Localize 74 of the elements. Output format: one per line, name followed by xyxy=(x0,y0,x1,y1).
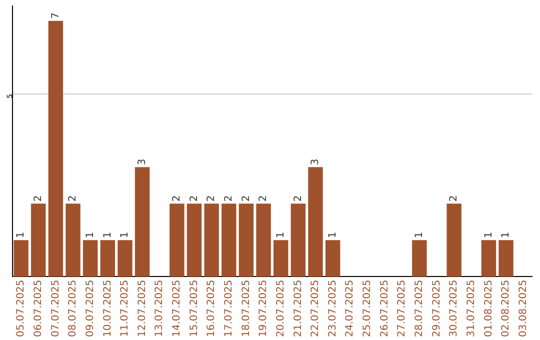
data-label: 1 xyxy=(120,232,131,238)
data-label: 2 xyxy=(223,195,234,202)
data-label: 2 xyxy=(68,195,79,202)
data-label: 2 xyxy=(258,195,270,202)
bar xyxy=(498,240,514,277)
data-label: 1 xyxy=(16,232,27,238)
bar xyxy=(170,204,184,277)
x-tick-label: 01.08.2025 xyxy=(483,280,494,338)
x-tick-label: 28.07.2025 xyxy=(414,280,426,338)
data-label: 1 xyxy=(327,232,338,238)
data-label: 2 xyxy=(188,195,200,202)
x-tick-label: 05.07.2025 xyxy=(16,280,27,338)
bar xyxy=(118,240,132,277)
bar xyxy=(186,204,202,277)
bar xyxy=(256,204,271,277)
x-tick-label: 26.07.2025 xyxy=(379,280,390,338)
x-tick-label: 18.07.2025 xyxy=(240,280,252,338)
x-tick-label: 31.07.2025 xyxy=(466,280,477,338)
x-tick-label: 13.07.2025 xyxy=(154,280,166,338)
data-label: 2 xyxy=(32,195,44,202)
x-tick-label: 03.08.2025 xyxy=(518,280,529,338)
bar xyxy=(274,240,288,277)
data-label: 1 xyxy=(275,232,286,238)
bar xyxy=(290,204,306,277)
data-label: 1 xyxy=(102,232,114,238)
x-tick-label: 17.07.2025 xyxy=(223,280,234,338)
x-tick-label: 07.07.2025 xyxy=(50,280,62,338)
x-tick-label: 12.07.2025 xyxy=(136,280,148,338)
x-tick-label: 08.07.2025 xyxy=(68,280,79,338)
data-label: 2 xyxy=(206,195,218,202)
bar xyxy=(308,167,323,277)
x-tick-label: 14.07.2025 xyxy=(172,280,183,338)
x-tick-label: 09.07.2025 xyxy=(84,280,96,338)
data-label: 1 xyxy=(84,232,96,238)
x-tick-label: 22.07.2025 xyxy=(310,280,322,338)
x-tick-label: 30.07.2025 xyxy=(448,280,460,338)
x-tick-label: 11.07.2025 xyxy=(120,280,131,338)
x-tick-label: 02.08.2025 xyxy=(500,280,512,338)
x-tick-label: 15.07.2025 xyxy=(188,280,200,338)
x-tick-label: 29.07.2025 xyxy=(431,280,442,338)
data-label: 2 xyxy=(240,195,252,202)
bar xyxy=(204,204,219,277)
x-tick-label: 27.07.2025 xyxy=(396,280,408,338)
data-label: 3 xyxy=(310,158,322,166)
x-tick-label: 21.07.2025 xyxy=(292,280,304,338)
data-label: 3 xyxy=(136,158,148,166)
x-tick-label: 23.07.2025 xyxy=(327,280,338,338)
x-tick-label: 19.07.2025 xyxy=(258,280,270,338)
bar xyxy=(14,240,28,277)
x-tick-label: 20.07.2025 xyxy=(275,280,286,338)
x-tick-label: 24.07.2025 xyxy=(344,280,356,338)
data-label: 2 xyxy=(172,195,183,202)
data-label: 1 xyxy=(500,232,512,238)
bar xyxy=(100,240,116,277)
data-label: 2 xyxy=(292,195,304,202)
bar xyxy=(48,20,64,277)
bar xyxy=(481,240,496,277)
data-label: 1 xyxy=(483,232,494,238)
bar xyxy=(66,204,80,277)
x-tick-label: 25.07.2025 xyxy=(362,280,374,338)
data-label: 7 xyxy=(50,12,62,19)
bar xyxy=(222,204,236,277)
x-tick-label: 16.07.2025 xyxy=(206,280,218,338)
x-tick-label: 10.07.2025 xyxy=(102,280,114,338)
bar xyxy=(31,204,46,277)
x-tick-label: 06.07.2025 xyxy=(32,280,44,338)
bar xyxy=(325,240,340,277)
bar xyxy=(412,240,427,277)
bar xyxy=(134,167,150,277)
bar xyxy=(82,240,98,277)
bar xyxy=(446,204,462,277)
data-label: 1 xyxy=(414,232,426,238)
bar xyxy=(238,204,254,277)
data-label: 2 xyxy=(448,195,460,202)
